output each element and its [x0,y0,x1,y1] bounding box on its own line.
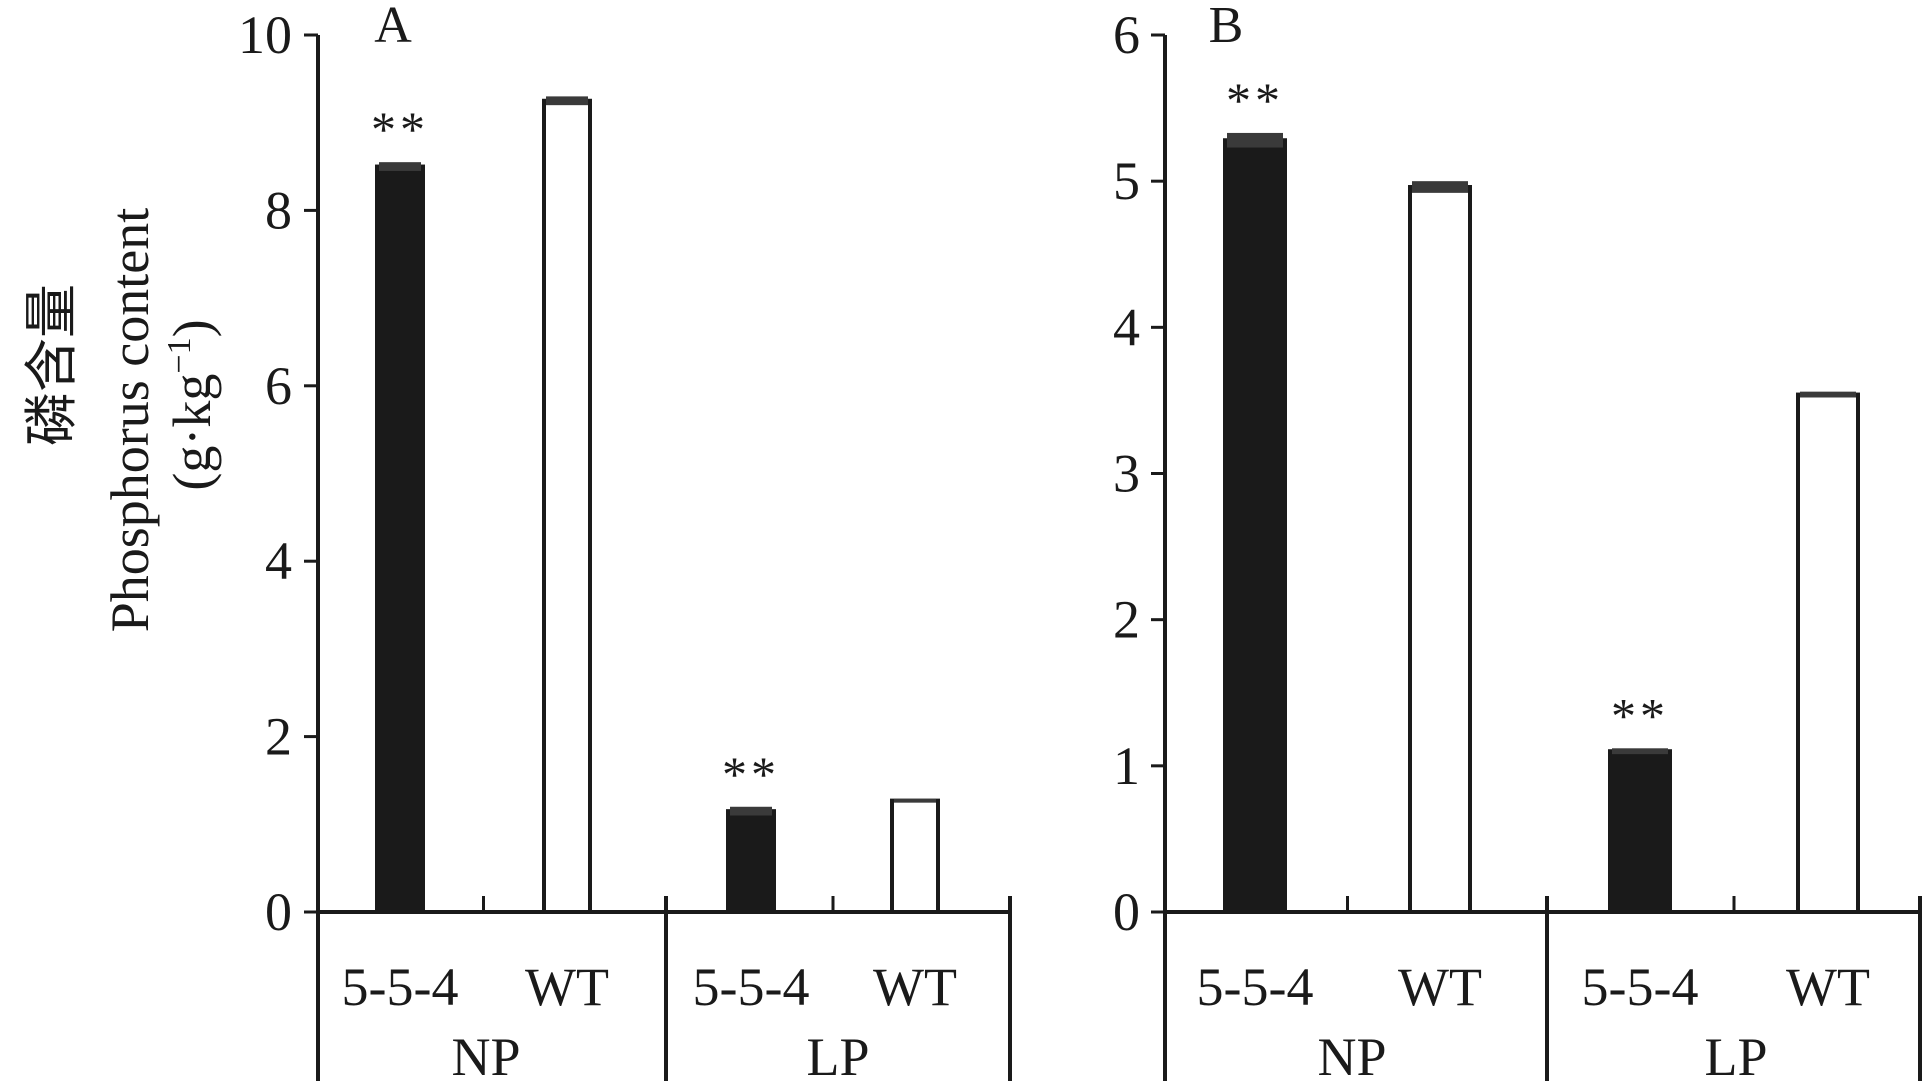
y-tick-label: 1 [1113,736,1140,796]
y-tick-label: 4 [265,531,292,591]
y-tick-label: 0 [265,882,292,942]
significance-marker: ** [722,746,780,802]
panel-a-bars [375,96,940,915]
significance-marker: ** [1611,687,1669,743]
error-bar [894,798,936,803]
error-bar [1612,748,1668,755]
panel-b-group-labels: NP LP [1317,1027,1767,1086]
y-tick-label: 3 [1113,444,1140,504]
error-bar [546,96,588,106]
significance-marker: ** [1226,72,1284,128]
y-tick-label: 6 [265,356,292,416]
y-axis-title-unit: (g·kg−1) [161,319,222,490]
x-tick-label: 5-5-4 [1197,957,1314,1017]
y-tick-label: 8 [265,180,292,240]
y-tick-label: 6 [1113,5,1140,65]
error-bar [1227,132,1283,148]
bar-5-5-4 [726,809,776,915]
panel-a-axes [316,35,1012,1081]
bar-wt [542,98,592,914]
x-tick-label: WT [1786,957,1870,1017]
y-axis-unit-open: (g·kg [162,374,222,491]
panel-a-group-labels: NP LP [451,1027,869,1086]
y-axis-unit-exponent: −1 [161,337,198,373]
panel-a-x-labels: 5-5-4 WT 5-5-4 WT [342,957,957,1017]
error-bar [379,162,421,171]
x-tick-label: WT [1398,957,1482,1017]
y-tick-label: 2 [1113,590,1140,650]
bar-wt [1796,392,1860,914]
panel-b-axes [1163,35,1922,1081]
bar-wt [1408,185,1472,915]
group-label: LP [1704,1027,1767,1081]
y-axis-title-cn: 磷含量 [22,284,82,446]
y-axis-title: 磷含量 Phosphorus content (g·kg−1) [22,208,222,633]
error-bar [1800,391,1856,398]
panel-b-y-ticks: 0 1 2 3 4 5 6 [1113,5,1165,942]
panel-a-significance: ** ** [371,101,780,802]
error-bar [1412,181,1468,193]
y-tick-label: 2 [265,707,292,767]
x-tick-label: 5-5-4 [1582,957,1699,1017]
group-label: LP [806,1027,869,1081]
error-bar [730,806,772,816]
panel-b-bars [1223,132,1860,915]
y-tick-label: 0 [1113,882,1140,942]
panel-b: B 0 1 2 3 4 5 6 5-5-4 WT 5-5-4 WT NP LP ** ** [1113,0,1922,1086]
panel-b-significance: ** ** [1226,72,1669,743]
bar-wt [890,798,940,914]
y-tick-label: 10 [238,5,292,65]
bar-5-5-4 [1223,138,1287,915]
x-tick-label: WT [873,957,957,1017]
panel-a-y-ticks: 0 2 4 6 8 10 [238,5,318,942]
significance-marker: ** [371,101,429,157]
group-label: NP [451,1027,520,1081]
bar-5-5-4 [375,164,425,915]
panel-b-x-labels: 5-5-4 WT 5-5-4 WT [1197,957,1870,1017]
x-tick-label: WT [525,957,609,1017]
y-axis-title-en: Phosphorus content [100,208,160,633]
y-tick-label: 4 [1113,297,1140,357]
panel-a: A 0 2 4 6 8 10 5-5-4 WT 5-5-4 WT NP LP ** ** [238,0,1012,1086]
panel-a-letter: A [374,0,412,54]
y-axis-unit-close: ) [162,319,222,337]
bar-5-5-4 [1608,749,1672,915]
group-label: NP [1317,1027,1386,1081]
x-tick-label: 5-5-4 [693,957,810,1017]
y-tick-label: 5 [1113,151,1140,211]
panel-b-letter: B [1209,0,1244,54]
x-tick-label: 5-5-4 [342,957,459,1017]
